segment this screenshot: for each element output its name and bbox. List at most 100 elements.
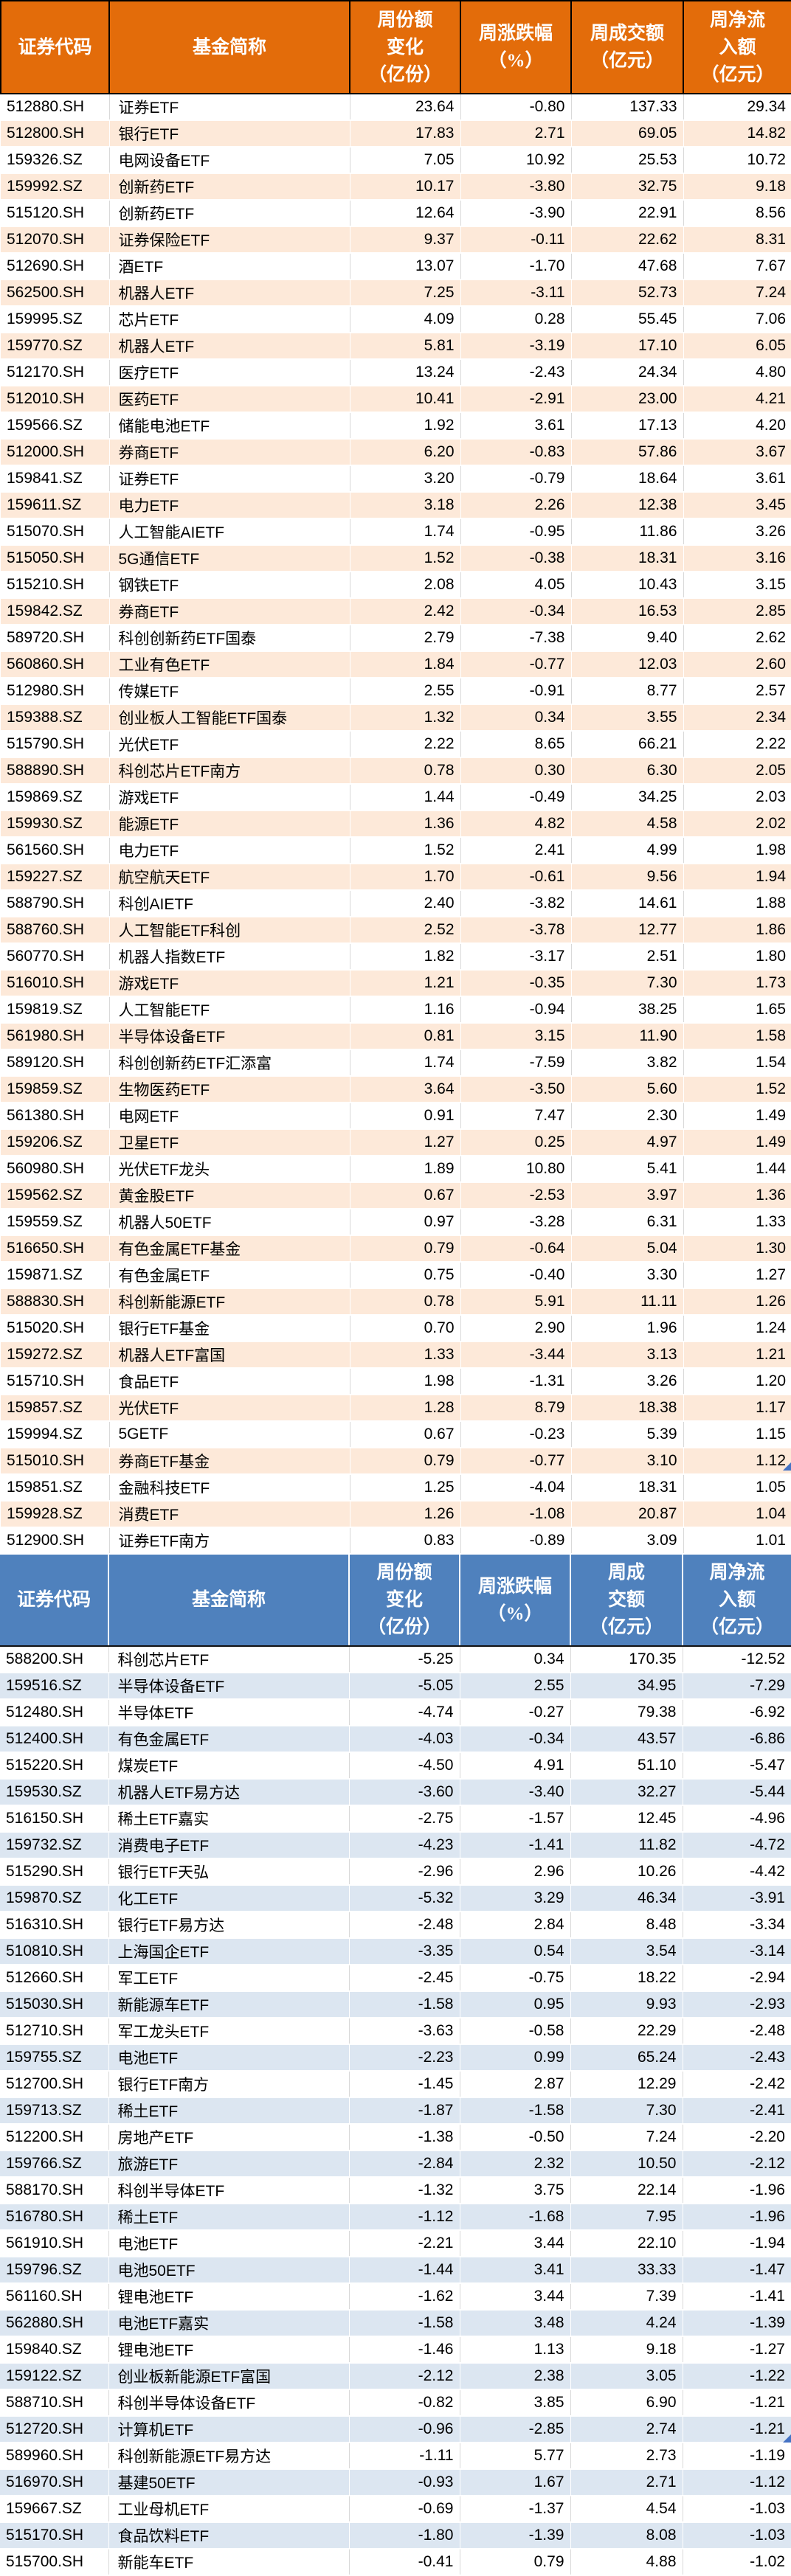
cell-turnover[interactable]: 7.30: [571, 970, 684, 997]
cell-code[interactable]: 515120.SH: [1, 200, 110, 227]
cell-turnover[interactable]: 11.11: [571, 1288, 684, 1316]
cell-code[interactable]: 510810.SH: [0, 1938, 109, 1965]
cell-name[interactable]: 银行ETF: [109, 120, 350, 147]
cell-net-flow[interactable]: 2.57: [683, 678, 791, 705]
cell-code[interactable]: 562500.SH: [1, 280, 110, 307]
cell-share-change[interactable]: -1.32: [349, 2177, 460, 2204]
cell-turnover[interactable]: 8.77: [571, 678, 684, 705]
cell-pct-change[interactable]: -3.80: [460, 173, 572, 201]
cell-pct-change[interactable]: -0.23: [460, 1421, 572, 1448]
cell-name[interactable]: 电网设备ETF: [109, 147, 350, 174]
cell-net-flow[interactable]: -6.86: [683, 1726, 791, 1753]
cell-turnover[interactable]: 10.26: [570, 1858, 683, 1886]
cell-turnover[interactable]: 8.48: [570, 1912, 683, 1939]
cell-pct-change[interactable]: -0.75: [460, 1965, 571, 1992]
cell-share-change[interactable]: -4.03: [349, 1726, 460, 1753]
cell-code[interactable]: 512010.SH: [1, 386, 110, 413]
cell-pct-change[interactable]: -3.40: [460, 1779, 571, 1806]
column-header-share-change[interactable]: 周份额 变化 （亿份）: [349, 1555, 460, 1647]
column-header-net-flow[interactable]: 周净流 入额 （亿元）: [683, 1555, 791, 1647]
cell-pct-change[interactable]: -0.11: [460, 226, 572, 254]
cell-net-flow[interactable]: 1.49: [683, 1129, 791, 1156]
cell-name[interactable]: 航空航天ETF: [109, 864, 350, 891]
cell-code[interactable]: 515010.SH: [1, 1448, 110, 1475]
cell-name[interactable]: 化工ETF: [108, 1885, 350, 1912]
cell-name[interactable]: 券商ETF基金: [109, 1448, 350, 1475]
cell-turnover[interactable]: 17.13: [571, 412, 684, 440]
cell-name[interactable]: 光伏ETF: [109, 731, 350, 758]
cell-pct-change[interactable]: -1.31: [460, 1368, 572, 1395]
cell-turnover[interactable]: 3.13: [571, 1341, 684, 1369]
cell-net-flow[interactable]: 1.94: [683, 864, 791, 891]
cell-share-change[interactable]: 1.21: [350, 970, 461, 997]
cell-pct-change[interactable]: -0.49: [460, 784, 572, 811]
cell-share-change[interactable]: 1.74: [350, 518, 461, 546]
cell-pct-change[interactable]: -0.27: [460, 1699, 571, 1726]
cell-pct-change[interactable]: 0.30: [460, 757, 572, 785]
cell-turnover[interactable]: 9.18: [570, 2336, 683, 2364]
cell-net-flow[interactable]: 1.52: [683, 1076, 791, 1103]
cell-share-change[interactable]: 2.22: [350, 731, 461, 758]
cell-pct-change[interactable]: 0.54: [460, 1938, 571, 1965]
cell-share-change[interactable]: 4.09: [350, 306, 461, 333]
cell-share-change[interactable]: -1.46: [349, 2336, 460, 2364]
cell-share-change[interactable]: -1.45: [349, 2071, 460, 2098]
cell-pct-change[interactable]: 2.55: [460, 1673, 571, 1700]
cell-code[interactable]: 512690.SH: [1, 253, 110, 280]
cell-net-flow[interactable]: 3.15: [683, 572, 791, 599]
cell-name[interactable]: 新能车ETF: [108, 2549, 350, 2576]
cell-code[interactable]: 515700.SH: [0, 2549, 109, 2576]
cell-code[interactable]: 159770.SZ: [1, 333, 110, 360]
cell-share-change[interactable]: 23.64: [350, 94, 461, 121]
cell-net-flow[interactable]: -3.14: [683, 1938, 791, 1965]
cell-turnover[interactable]: 11.86: [571, 518, 684, 546]
cell-turnover[interactable]: 43.57: [570, 1726, 683, 1753]
cell-pct-change[interactable]: -0.79: [460, 465, 572, 493]
cell-pct-change[interactable]: -0.50: [460, 2124, 571, 2151]
cell-pct-change[interactable]: -3.90: [460, 200, 572, 227]
cell-turnover[interactable]: 32.27: [570, 1779, 683, 1806]
cell-net-flow[interactable]: -6.92: [683, 1699, 791, 1726]
cell-net-flow[interactable]: 1.01: [683, 1527, 791, 1555]
cell-share-change[interactable]: -2.48: [349, 1912, 460, 1939]
cell-code[interactable]: 159766.SZ: [0, 2150, 109, 2178]
cell-name[interactable]: 科创半导体设备ETF: [108, 2389, 350, 2417]
cell-turnover[interactable]: 38.25: [571, 996, 684, 1024]
cell-code[interactable]: 512880.SH: [1, 94, 110, 121]
cell-turnover[interactable]: 4.24: [570, 2310, 683, 2337]
cell-turnover[interactable]: 12.45: [570, 1805, 683, 1833]
cell-code[interactable]: 159530.SZ: [0, 1779, 109, 1806]
cell-turnover[interactable]: 18.22: [570, 1965, 683, 1992]
cell-pct-change[interactable]: 3.15: [460, 1023, 572, 1050]
cell-code[interactable]: 515170.SH: [0, 2522, 109, 2549]
cell-net-flow[interactable]: 2.62: [683, 625, 791, 652]
cell-share-change[interactable]: 2.08: [350, 572, 461, 599]
cell-net-flow[interactable]: -1.94: [683, 2230, 791, 2257]
cell-name[interactable]: 基建50ETF: [108, 2469, 350, 2496]
cell-code[interactable]: 562880.SH: [0, 2310, 109, 2337]
cell-net-flow[interactable]: 2.22: [683, 731, 791, 758]
cell-pct-change[interactable]: -1.41: [460, 1832, 571, 1859]
cell-code[interactable]: 515030.SH: [0, 1991, 109, 2018]
cell-share-change[interactable]: 1.16: [350, 996, 461, 1024]
cell-pct-change[interactable]: 3.75: [460, 2177, 571, 2204]
cell-share-change[interactable]: 0.91: [350, 1103, 461, 1130]
cell-code[interactable]: 512800.SH: [1, 120, 110, 147]
cell-share-change[interactable]: 2.55: [350, 678, 461, 705]
cell-code[interactable]: 159994.SZ: [1, 1421, 110, 1448]
cell-code[interactable]: 516150.SH: [0, 1805, 109, 1833]
cell-net-flow[interactable]: -1.41: [683, 2283, 791, 2311]
cell-pct-change[interactable]: -3.17: [460, 943, 572, 971]
cell-share-change[interactable]: -1.38: [349, 2124, 460, 2151]
cell-net-flow[interactable]: -1.27: [683, 2336, 791, 2364]
cell-share-change[interactable]: 2.40: [350, 890, 461, 917]
cell-turnover[interactable]: 47.68: [571, 253, 684, 280]
cell-pct-change[interactable]: 3.44: [460, 2230, 571, 2257]
cell-share-change[interactable]: 0.75: [350, 1262, 461, 1289]
cell-name[interactable]: 电力ETF: [109, 837, 350, 864]
cell-pct-change[interactable]: -0.64: [460, 1235, 572, 1263]
cell-pct-change[interactable]: -2.53: [460, 1182, 572, 1209]
cell-share-change[interactable]: 2.52: [350, 917, 461, 944]
cell-net-flow[interactable]: -2.43: [683, 2044, 791, 2072]
cell-pct-change[interactable]: 8.79: [460, 1395, 572, 1422]
